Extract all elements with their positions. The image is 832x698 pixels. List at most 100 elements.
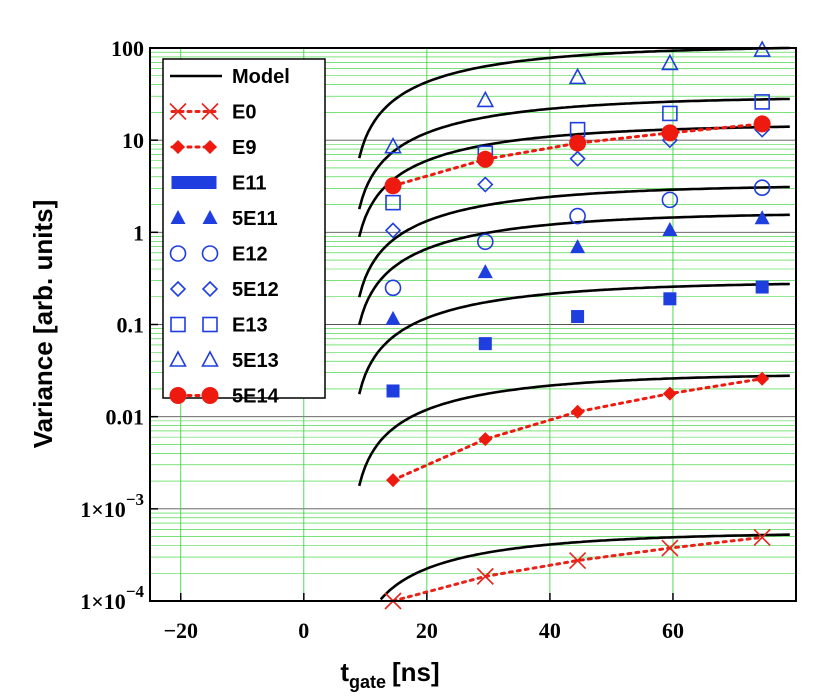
marker-stroke — [201, 102, 219, 121]
data-point-e11 — [755, 280, 769, 294]
x-tick-label: 60 — [662, 618, 684, 643]
legend-label-5e13: 5E13 — [232, 350, 279, 372]
marker-shape — [384, 177, 402, 195]
data-point-5e14 — [753, 115, 771, 133]
data-point-e11 — [571, 310, 585, 324]
marker-stroke — [476, 567, 494, 585]
data-point-e12 — [569, 207, 586, 225]
x-tick-label: −20 — [163, 618, 198, 643]
data-point-e13 — [385, 194, 401, 211]
model-curve-e12 — [357, 185, 790, 298]
y-tick-label-base: 10 — [122, 128, 144, 153]
marker-shape — [386, 473, 401, 488]
marker-shape — [755, 280, 769, 294]
x-axis-label-unit: [ns] — [392, 657, 440, 687]
legend-marker-5e11 — [202, 210, 218, 224]
grid — [150, 47, 796, 602]
data-point-5e11 — [662, 222, 678, 237]
marker-shape — [169, 245, 187, 262]
marker-shape — [661, 53, 679, 71]
marker-shape — [570, 404, 585, 419]
marker-shape — [478, 337, 492, 351]
marker-shape — [569, 150, 586, 167]
y-tick-label: 1 — [133, 220, 144, 245]
y-axis-label: Variance [arb. units] — [28, 200, 58, 449]
y-tick-label-base: 1 — [133, 220, 144, 245]
legend-marker-5e14 — [169, 387, 187, 404]
legend-label-e9: E9 — [232, 137, 256, 159]
x-tick-label: 40 — [539, 618, 561, 643]
data-point-5e14 — [384, 177, 402, 195]
legend-label-e0: E0 — [232, 102, 256, 124]
legend-marker-e0 — [201, 102, 219, 121]
marker-shape — [755, 371, 770, 386]
marker-shape — [203, 140, 217, 154]
data-point-5e12 — [384, 222, 402, 239]
y-tick-label: 10 — [122, 128, 144, 153]
legend-label-e13: E13 — [232, 315, 268, 337]
legend-marker-5e13 — [201, 350, 219, 367]
marker-stroke — [569, 551, 587, 570]
marker-shape — [201, 350, 219, 367]
model-curve-5e13 — [357, 46, 790, 159]
legend-marker-5e12 — [169, 280, 187, 298]
data-point-5e14 — [476, 150, 494, 168]
data-point-5e11 — [754, 210, 770, 225]
marker-shape — [570, 239, 586, 254]
marker-shape — [569, 207, 586, 225]
marker-shape — [568, 67, 587, 85]
y-tick-label: 100 — [111, 36, 144, 61]
marker-shape — [753, 40, 771, 57]
data-point-e0 — [753, 528, 771, 546]
legend-marker-e12 — [169, 245, 187, 262]
model-curve-e0 — [379, 533, 790, 601]
data-point-5e14 — [661, 124, 679, 142]
legend-marker-5e11 — [170, 210, 186, 224]
legend-marker-e13 — [170, 316, 186, 333]
y-tick-label-base: 100 — [111, 36, 144, 61]
marker-shape — [384, 222, 402, 239]
legend-label-e12: E12 — [232, 244, 268, 266]
data-point-e13 — [662, 105, 678, 122]
data-point-e9 — [662, 386, 677, 401]
y-tick-label: 1×10−3 — [80, 490, 144, 522]
data-point-e9 — [755, 371, 770, 386]
y-tick-label-exponent: −3 — [126, 490, 144, 509]
marker-shape — [662, 222, 678, 237]
marker-shape — [476, 150, 494, 168]
x-tick-label: 0 — [298, 618, 309, 643]
legend-label-e11: E11 — [232, 173, 266, 195]
marker-shape — [201, 280, 219, 298]
marker-shape — [571, 310, 585, 324]
data-point-e12 — [753, 179, 771, 196]
legend-marker-e0 — [169, 102, 187, 121]
y-tick-label: 1×10−4 — [80, 582, 144, 614]
data-point-e12 — [477, 233, 494, 251]
marker-stroke — [661, 539, 679, 557]
y-tick-label: 0.01 — [106, 405, 145, 430]
marker-shape — [386, 384, 400, 398]
legend: Model E0 E9 E11 5E11 E12 5E12 E13 5E13 5E14 — [162, 58, 326, 408]
x-axis-label-main: t — [340, 657, 349, 687]
data-point-e9 — [478, 432, 493, 447]
marker-shape — [569, 134, 587, 152]
series-line-e0 — [391, 535, 764, 603]
y-tick-label-base: 0.1 — [117, 313, 145, 338]
marker-shape — [201, 245, 219, 262]
model-curve-e11 — [357, 282, 790, 395]
x-axis-label: tgate [ns] — [340, 657, 439, 692]
legend-marker-e11 — [171, 176, 185, 189]
marker-shape — [477, 233, 494, 251]
marker-shape — [170, 210, 186, 224]
data-point-e13 — [754, 94, 770, 110]
data-point-5e14 — [569, 134, 587, 152]
marker-shape — [385, 194, 401, 211]
legend-marker-e13 — [202, 316, 218, 333]
data-point-5e13 — [568, 67, 587, 85]
marker-shape — [169, 280, 187, 298]
marker-shape — [201, 387, 219, 404]
marker-shape — [170, 316, 186, 333]
marker-shape — [753, 115, 771, 133]
data-point-e11 — [478, 337, 492, 351]
